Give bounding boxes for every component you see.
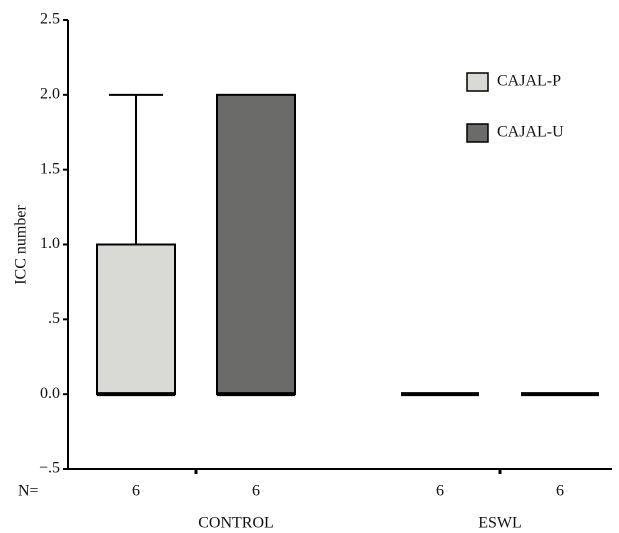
n-count: 6: [436, 483, 444, 500]
n-count: 6: [132, 483, 140, 500]
x-tick-label: ESWL: [478, 515, 522, 532]
y-tick-label: 2.0: [40, 86, 60, 103]
legend-swatch: [466, 123, 489, 143]
x-tick-label: CONTROL: [198, 515, 274, 532]
y-tick-label: 2.5: [40, 11, 60, 28]
n-count: 6: [556, 483, 564, 500]
box: [216, 93, 296, 396]
n-count: 6: [252, 483, 260, 500]
n-label: N=: [18, 483, 39, 500]
y-tick-label: 0.0: [40, 385, 60, 402]
y-tick-label: 1.0: [40, 235, 60, 252]
y-axis-label: ICC number: [13, 205, 30, 285]
box: [96, 243, 176, 396]
y-tick-label: −.5: [39, 460, 60, 477]
legend-swatch: [466, 72, 489, 92]
legend-label: CAJAL-U: [497, 124, 564, 141]
y-tick-label: 1.5: [40, 160, 60, 177]
y-tick-label: .5: [48, 310, 60, 327]
legend-label: CAJAL-P: [497, 73, 561, 90]
